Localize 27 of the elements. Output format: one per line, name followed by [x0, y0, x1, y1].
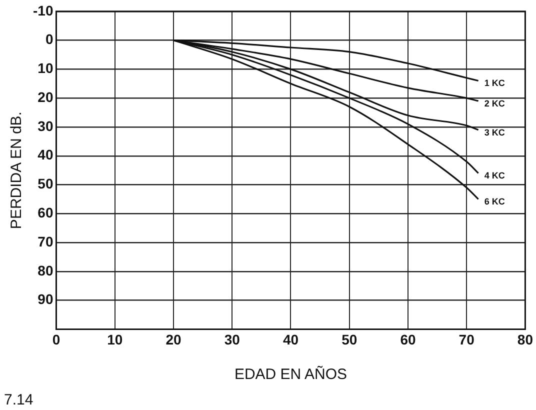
series-label: 1 KC	[484, 78, 506, 88]
x-tick-label: 80	[517, 331, 534, 348]
y-tick-label: 40	[38, 146, 54, 163]
series-label: 4 KC	[484, 170, 506, 181]
y-axis-title: PERDIDA EN dB.	[8, 112, 26, 230]
y-tick-label: 20	[38, 88, 54, 105]
x-tick-label: 40	[282, 331, 299, 348]
y-tick-label: 90	[38, 291, 54, 308]
y-tick-label: 50	[38, 176, 54, 192]
x-tick-label: 30	[224, 331, 240, 348]
y-tick-label: 30	[38, 118, 54, 134]
x-tick-label: 50	[342, 331, 358, 348]
y-tick-label: -10	[33, 2, 54, 18]
x-tick-label: 60	[400, 331, 416, 348]
x-tick-label: 70	[458, 331, 475, 348]
x-tick-label: 20	[166, 331, 182, 348]
x-axis-title: EDAD EN AÑOS	[234, 365, 347, 384]
y-tick-label: 80	[38, 262, 54, 278]
y-tick-label: 0	[45, 31, 54, 48]
series-label: 2 KC	[484, 98, 506, 108]
y-tick-label: 60	[38, 204, 54, 220]
series-label: 6 KC	[484, 196, 506, 207]
y-tick-label: 10	[38, 60, 54, 76]
text: 7.14	[4, 392, 34, 409]
series-label: 3 KC	[484, 127, 506, 138]
x-tick-label: 10	[107, 331, 123, 348]
y-tick-label: 70	[38, 233, 54, 250]
